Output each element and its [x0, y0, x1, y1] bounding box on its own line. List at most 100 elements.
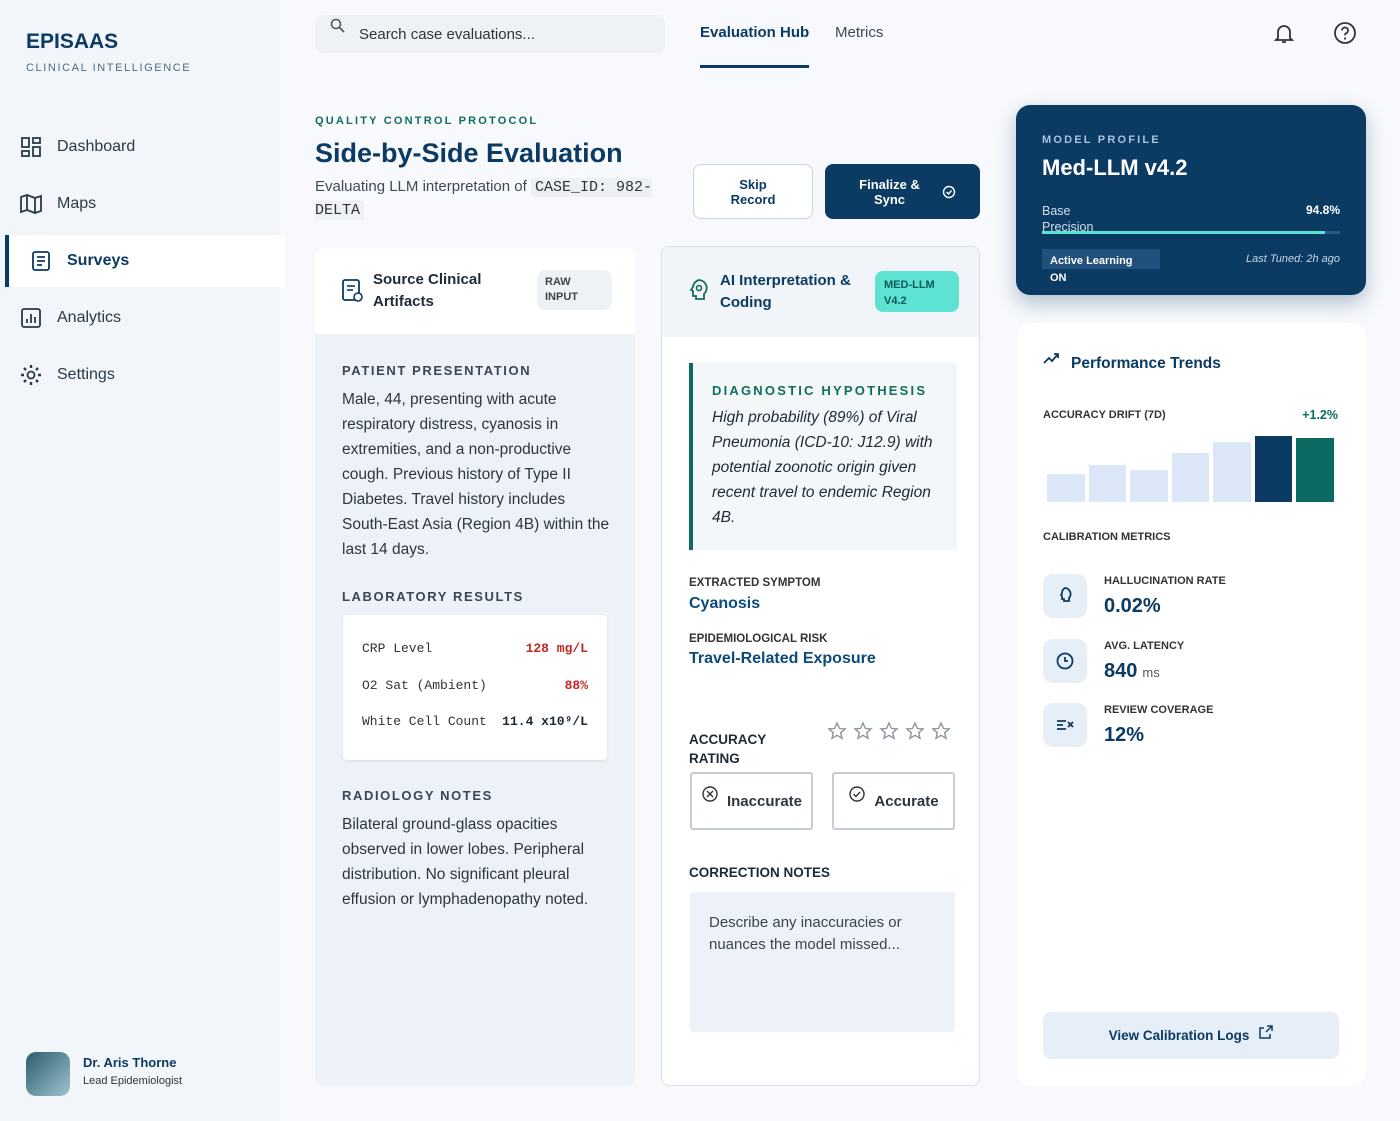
performance-panel: Performance Trends ACCURACY DRIFT (7D) +…	[1017, 323, 1366, 1086]
nav-item[interactable]: Settings	[5, 349, 285, 401]
x-icon	[702, 786, 718, 802]
subtitle: Evaluating LLM interpretation of CASE_ID…	[315, 176, 690, 222]
ai-icon	[689, 279, 708, 300]
mode-chip: Active Learning ON	[1042, 249, 1160, 284]
inaccurate-button[interactable]: Inaccurate	[690, 772, 813, 830]
subtitle-text: Evaluating LLM interpretation of	[315, 178, 527, 195]
nav-icon	[20, 194, 42, 214]
metric-value: 0.02%	[1104, 595, 1161, 618]
calibration-logs-button[interactable]: View Calibration Logs	[1043, 1012, 1339, 1059]
external-icon	[1259, 1024, 1274, 1039]
notes-placeholder: Describe any inaccuracies or nuances the…	[709, 914, 902, 953]
precision-value: 94.8%	[1305, 203, 1340, 217]
sidebar: EPISAAS CLINICAL INTELLIGENCE Dashboard M…	[0, 0, 285, 1121]
presentation-text: Male, 44, presenting with acute respirat…	[342, 391, 610, 558]
notes-input[interactable]: Describe any inaccuracies or nuances the…	[690, 892, 955, 1032]
nav-item[interactable]: Maps	[5, 178, 285, 230]
lab-row: CRP Level 128 mg/L	[362, 641, 588, 656]
model-name: Med-LLM v4.2	[1042, 155, 1188, 180]
ai-panel: AI Interpretation & Coding MED-LLM V4.2 …	[661, 246, 980, 1086]
model-eyebrow: MODEL PROFILE	[1042, 134, 1161, 146]
bell-icon[interactable]	[1272, 21, 1296, 45]
lab-row: O2 Sat (Ambient) 88%	[362, 678, 588, 693]
risk-label: EPIDEMIOLOGICAL RISK	[689, 633, 828, 645]
nav-label: Settings	[57, 366, 115, 383]
user-role: Lead Epidemiologist	[83, 1075, 183, 1087]
risk-value: Travel-Related Exposure	[689, 650, 876, 667]
metric-icon	[1043, 703, 1087, 747]
skip-label: Skip Record	[730, 176, 776, 207]
metric-icon	[1043, 638, 1087, 683]
accurate-label: Accurate	[874, 792, 939, 810]
tuned-label: Last Tuned: 2h ago	[1246, 253, 1340, 265]
lab-label: LABORATORY RESULTS	[342, 589, 524, 604]
lab-name: CRP Level	[362, 641, 433, 656]
tab[interactable]: Metrics	[835, 24, 884, 41]
ok-icon	[849, 786, 866, 802]
metric-unit: ms	[1142, 664, 1160, 680]
symptom-value: Cyanosis	[689, 595, 761, 612]
nav-icon	[21, 365, 41, 385]
metric-value: 12%	[1104, 724, 1144, 747]
avatar	[26, 1052, 70, 1096]
calibration-label: CALIBRATION METRICS	[1043, 531, 1171, 543]
finalize-button[interactable]: Finalize & Sync	[825, 164, 980, 219]
source-badge: RAW INPUT	[537, 270, 612, 310]
tagline: CLINICAL INTELLIGENCE	[26, 62, 192, 74]
bar	[1213, 442, 1251, 502]
metric-glyph	[1059, 587, 1072, 602]
help-icon[interactable]	[1332, 20, 1358, 46]
metric-label: AVG. LATENCY	[1104, 639, 1185, 652]
finalize-label: Finalize & Sync	[859, 176, 920, 207]
source-title: Source Clinical Artifacts	[373, 271, 482, 310]
drift-label: ACCURACY DRIFT (7D)	[1043, 409, 1166, 421]
search-box[interactable]: Search case evaluations...	[315, 15, 665, 53]
bar	[1047, 474, 1085, 502]
metric-icon	[1043, 574, 1087, 618]
lab-name: White Cell Count	[362, 714, 487, 729]
nav-icon	[32, 251, 50, 271]
radiology-label: RADIOLOGY NOTES	[342, 788, 493, 803]
nav-icon	[21, 308, 41, 328]
tab[interactable]: Evaluation Hub	[700, 24, 810, 68]
metric-glyph	[1057, 720, 1074, 730]
metric-label: REVIEW COVERAGE	[1104, 704, 1214, 716]
nav-item[interactable]: Surveys	[5, 235, 285, 287]
drift-chart	[1047, 432, 1337, 502]
nav-item[interactable]: Dashboard	[5, 121, 285, 173]
lab-value: 11.4 x10⁹/L	[502, 714, 588, 729]
drift-value: +1.2%	[1302, 408, 1338, 422]
metric-number: 12%	[1104, 724, 1145, 746]
precision-label: Base Precision	[1042, 204, 1094, 234]
source-icon	[342, 279, 363, 302]
mode-label: Active Learning ON	[1050, 255, 1133, 284]
nav-label: Surveys	[67, 252, 130, 269]
accurate-button[interactable]: Accurate	[832, 772, 955, 830]
star-rating[interactable]	[827, 721, 957, 745]
brand: EPISAAS	[26, 30, 119, 53]
bar	[1296, 438, 1334, 502]
calibration-logs-label: View Calibration Logs	[1108, 1028, 1250, 1043]
lab-name: O2 Sat (Ambient)	[362, 677, 487, 693]
user-name: Dr. Aris Thorne	[83, 1055, 177, 1070]
source-panel: Source Clinical Artifacts RAW INPUT PATI…	[315, 248, 635, 1086]
bar	[1254, 436, 1292, 502]
lab-table: CRP Level 128 mg/L O2 Sat (Ambient) 88% Whit…	[343, 615, 607, 760]
ai-badge: MED-LLM V4.2	[875, 271, 959, 312]
rating-label: ACCURACY RATING	[689, 732, 767, 766]
skip-button[interactable]: Skip Record	[693, 164, 813, 219]
lab-row: White Cell Count 11.4 x10⁹/L	[362, 714, 588, 729]
hypothesis-label: DIAGNOSTIC HYPOTHESIS	[712, 383, 928, 398]
nav-label: Maps	[57, 195, 97, 212]
metric-value: 840 ms	[1104, 660, 1160, 683]
nav-icon	[21, 137, 41, 157]
search-icon	[330, 18, 345, 33]
inaccurate-label: Inaccurate	[726, 792, 803, 810]
metric-number: 840	[1104, 659, 1138, 682]
symptom-label: EXTRACTED SYMPTOM	[689, 577, 821, 589]
check-icon	[942, 185, 955, 198]
nav-label: Dashboard	[57, 138, 136, 155]
nav-item[interactable]: Analytics	[5, 292, 285, 344]
page-title: Side-by-Side Evaluation	[315, 138, 623, 168]
